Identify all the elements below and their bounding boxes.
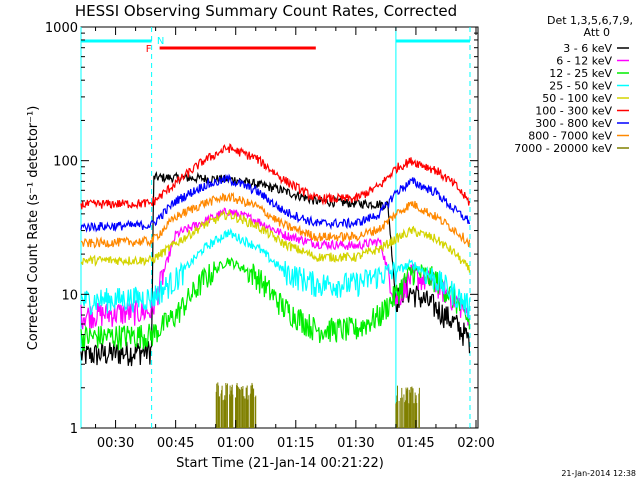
- night-flag-label: N: [157, 36, 164, 47]
- chart-title: HESSI Observing Summary Count Rates, Cor…: [75, 2, 457, 20]
- legend-title-line2: Att 0: [584, 26, 610, 39]
- y-tick-label: 10: [61, 288, 78, 303]
- x-axis: 00:30 00:45 01:00 01:15 01:30 01:45 02:00: [95, 27, 495, 451]
- series-line: [80, 143, 471, 210]
- legend-entry-label: 12 - 25 keV: [549, 67, 612, 80]
- x-tick-label: 02:00: [457, 436, 494, 451]
- plot-content: FN: [80, 27, 471, 428]
- legend-entry-label: 50 - 100 keV: [542, 92, 612, 105]
- plot-area-frame: [80, 26, 479, 429]
- legend-entry-label: 6 - 12 keV: [556, 55, 612, 68]
- x-tick-label: 01:45: [397, 436, 434, 451]
- legend-entry-label: 300 - 800 keV: [535, 117, 612, 130]
- series-line: [80, 209, 471, 273]
- y-axis: 1 10 100 1000: [45, 21, 478, 437]
- legend-title-line1: Det 1,3,5,6,7,9,: [547, 14, 633, 27]
- legend-entry-label: 100 - 300 keV: [535, 105, 612, 118]
- legend-entry-label: 25 - 50 keV: [549, 80, 612, 93]
- legend-entry-label: 800 - 7000 keV: [528, 130, 612, 143]
- series-line: [80, 227, 471, 320]
- x-axis-label: Start Time (21-Jan-14 00:21:22): [176, 456, 384, 471]
- x-tick-label: 01:30: [337, 436, 374, 451]
- y-tick-label: 1000: [45, 21, 78, 36]
- timestamp: 21-Jan-2014 12:38: [561, 469, 636, 478]
- legend-entry-label: 3 - 6 keV: [563, 42, 612, 55]
- series-group: [80, 143, 471, 428]
- y-tick-label: 100: [53, 155, 78, 170]
- x-tick-label: 01:15: [277, 436, 314, 451]
- flare-flag-label: F: [146, 44, 152, 55]
- x-tick-label: 00:30: [97, 436, 134, 451]
- series-line: [80, 173, 471, 233]
- x-tick-label: 01:00: [217, 436, 254, 451]
- y-axis-label: Corrected Count Rate (s⁻¹ detector⁻¹): [26, 106, 41, 351]
- series-line: [80, 257, 471, 352]
- series-line: [81, 191, 471, 249]
- x-tick-label: 00:45: [157, 436, 194, 451]
- legend-entry-label: 7000 - 20000 keV: [514, 142, 612, 155]
- y-tick-label: 1: [70, 422, 78, 437]
